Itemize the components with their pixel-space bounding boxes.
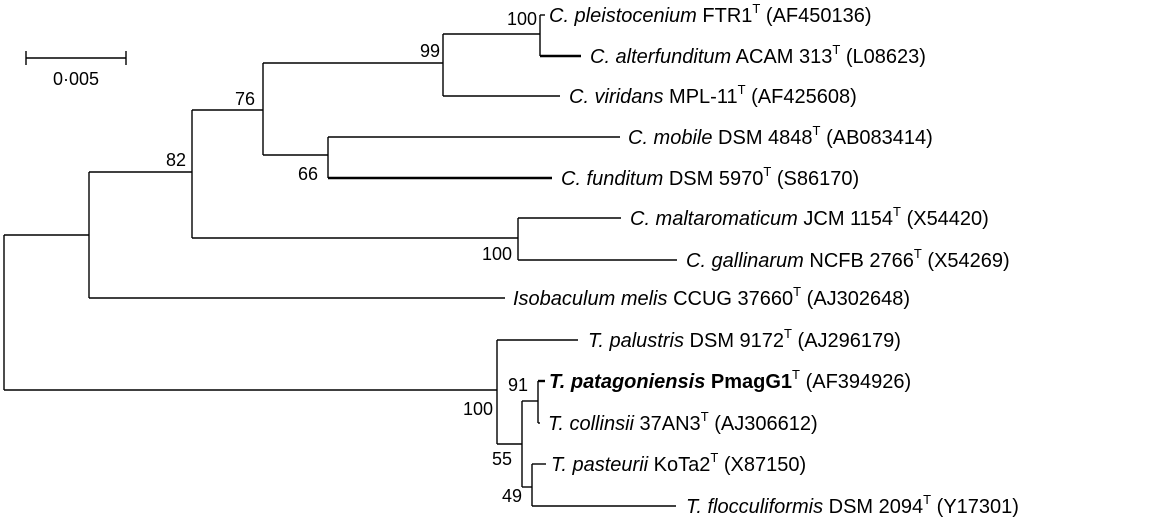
species-name: T. collinsii [548,413,635,435]
species-name: T. palustris [588,330,684,352]
strain-name: ACAM 313 [736,46,833,68]
type-strain-mark: T [923,492,931,507]
bootstrap-label: 76 [235,89,255,109]
type-strain-mark: T [893,204,901,219]
type-strain-mark: T [784,326,792,341]
bootstrap-label: 82 [166,150,186,170]
taxon-label-gallinarum: C. gallinarum NCFB 2766T (X54269) [686,246,1010,272]
type-strain-mark: T [914,246,922,261]
type-strain-mark: T [763,164,771,179]
strain-name: DSM 4848 [718,127,813,149]
accession-number: (AF425608) [751,86,857,108]
strain-name: CCUG 37660 [673,288,793,310]
scale-bar-label: 0·005 [53,69,99,89]
bootstrap-label: 66 [298,164,318,184]
species-name: T. patagoniensis [549,371,705,393]
accession-number: (X54269) [927,250,1009,272]
species-name: C. funditum [561,168,663,190]
taxon-label-maltaromaticum: C. maltaromaticum JCM 1154T (X54420) [630,204,989,230]
species-name: C. gallinarum [686,250,804,272]
species-name: C. mobile [628,127,712,149]
type-strain-mark: T [792,367,800,382]
type-strain-mark: T [832,42,840,57]
species-name: C. maltaromaticum [630,208,798,230]
type-strain-mark: T [752,1,760,16]
type-strain-mark: T [793,284,801,299]
strain-name: DSM 9172 [690,330,785,352]
tree-branches [3,14,677,507]
accession-number: (X54420) [907,208,989,230]
strain-name: NCFB 2766 [809,250,914,272]
taxon-labels: C. pleistocenium FTR1T (AF450136) C. alt… [513,1,1019,518]
bootstrap-label: 100 [463,399,493,419]
accession-number: (AJ296179) [798,330,901,352]
type-strain-mark: T [813,123,821,138]
bootstrap-label: 55 [492,449,512,469]
accession-number: (AJ306612) [714,413,817,435]
accession-number: (AJ302648) [807,288,910,310]
bootstrap-label: 91 [508,375,528,395]
bootstrap-label: 100 [482,244,512,264]
taxon-label-funditum: C. funditum DSM 5970T (S86170) [561,164,859,190]
taxon-label-flocculiformis: T. flocculiformis DSM 2094T (Y17301) [686,492,1019,518]
type-strain-mark: T [738,82,746,97]
accession-number: (AB083414) [826,127,933,149]
species-name: T. pasteurii [551,454,649,476]
accession-number: (AF394926) [806,371,912,393]
bootstrap-values: 100 99 76 82 66 100 91 100 55 49 [166,9,537,506]
scale-bar: 0·005 [25,51,127,89]
type-strain-mark: T [710,450,718,465]
strain-name: FTR1 [702,5,752,27]
bootstrap-label: 99 [420,41,440,61]
taxon-label-pleistocenium: C. pleistocenium FTR1T (AF450136) [549,1,872,27]
taxon-label-alterfunditum: C. alterfunditum ACAM 313T (L08623) [590,42,926,68]
taxon-label-mobile: C. mobile DSM 4848T (AB083414) [628,123,933,149]
species-name: C. viridans [569,86,663,108]
accession-number: (S86170) [777,168,859,190]
taxon-label-pasteurii: T. pasteurii KoTa2T (X87150) [551,450,806,476]
strain-name: PmagG1 [711,371,792,393]
strain-name: 37AN3 [640,413,701,435]
taxon-label-viridans: C. viridans MPL-11T (AF425608) [569,82,857,108]
accession-number: (L08623) [846,46,926,68]
accession-number: (AF450136) [766,5,872,27]
bootstrap-label: 49 [502,486,522,506]
bootstrap-label: 100 [507,9,537,29]
strain-name: DSM 2094 [829,496,924,518]
species-name: T. flocculiformis [686,496,823,518]
strain-name: DSM 5970 [669,168,764,190]
strain-name: KoTa2 [654,454,711,476]
strain-name: MPL-11 [669,86,738,108]
taxon-label-patagoniensis: T. patagoniensis PmagG1T (AF394926) [549,367,911,393]
accession-number: (X87150) [724,454,806,476]
taxon-label-collinsii: T. collinsii 37AN3T (AJ306612) [548,409,818,435]
strain-name: JCM 1154 [803,208,893,230]
taxon-label-palustris: T. palustris DSM 9172T (AJ296179) [588,326,901,352]
type-strain-mark: T [701,409,709,424]
species-name: Isobaculum melis [513,288,668,310]
species-name: C. pleistocenium [549,5,697,27]
taxon-label-isobaculum: Isobaculum melis CCUG 37660T (AJ302648) [513,284,910,310]
accession-number: (Y17301) [937,496,1019,518]
species-name: C. alterfunditum [590,46,731,68]
